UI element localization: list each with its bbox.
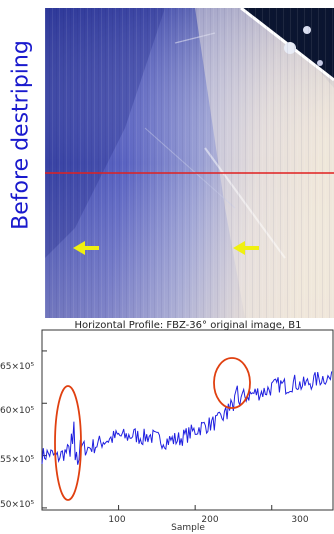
side-label: Before destriping bbox=[0, 0, 42, 318]
side-label-text: Before destriping bbox=[8, 40, 34, 230]
x-tick-label: 100 bbox=[108, 515, 126, 525]
profile-chart bbox=[41, 329, 334, 511]
red-ellipse-right bbox=[213, 357, 251, 409]
y-tick-label: 55×10⁵ bbox=[0, 455, 35, 465]
red-ellipse-left bbox=[54, 385, 82, 501]
yellow-arrow-right bbox=[233, 241, 259, 255]
y-tick-label: 65×10⁵ bbox=[0, 362, 35, 372]
chart-title: Horizontal Profile: FBZ-36° original ima… bbox=[74, 320, 302, 331]
x-axis-label: Sample bbox=[171, 523, 205, 533]
profile-series bbox=[41, 371, 333, 465]
satellite-image bbox=[45, 8, 334, 318]
x-tick-label: 300 bbox=[291, 515, 309, 525]
yellow-arrow-left bbox=[73, 241, 99, 255]
y-tick-label: 60×10⁵ bbox=[0, 406, 35, 416]
y-tick-label: 50×10⁵ bbox=[0, 500, 35, 510]
x-tick-label: 200 bbox=[201, 515, 219, 525]
plot-frame bbox=[41, 329, 334, 511]
